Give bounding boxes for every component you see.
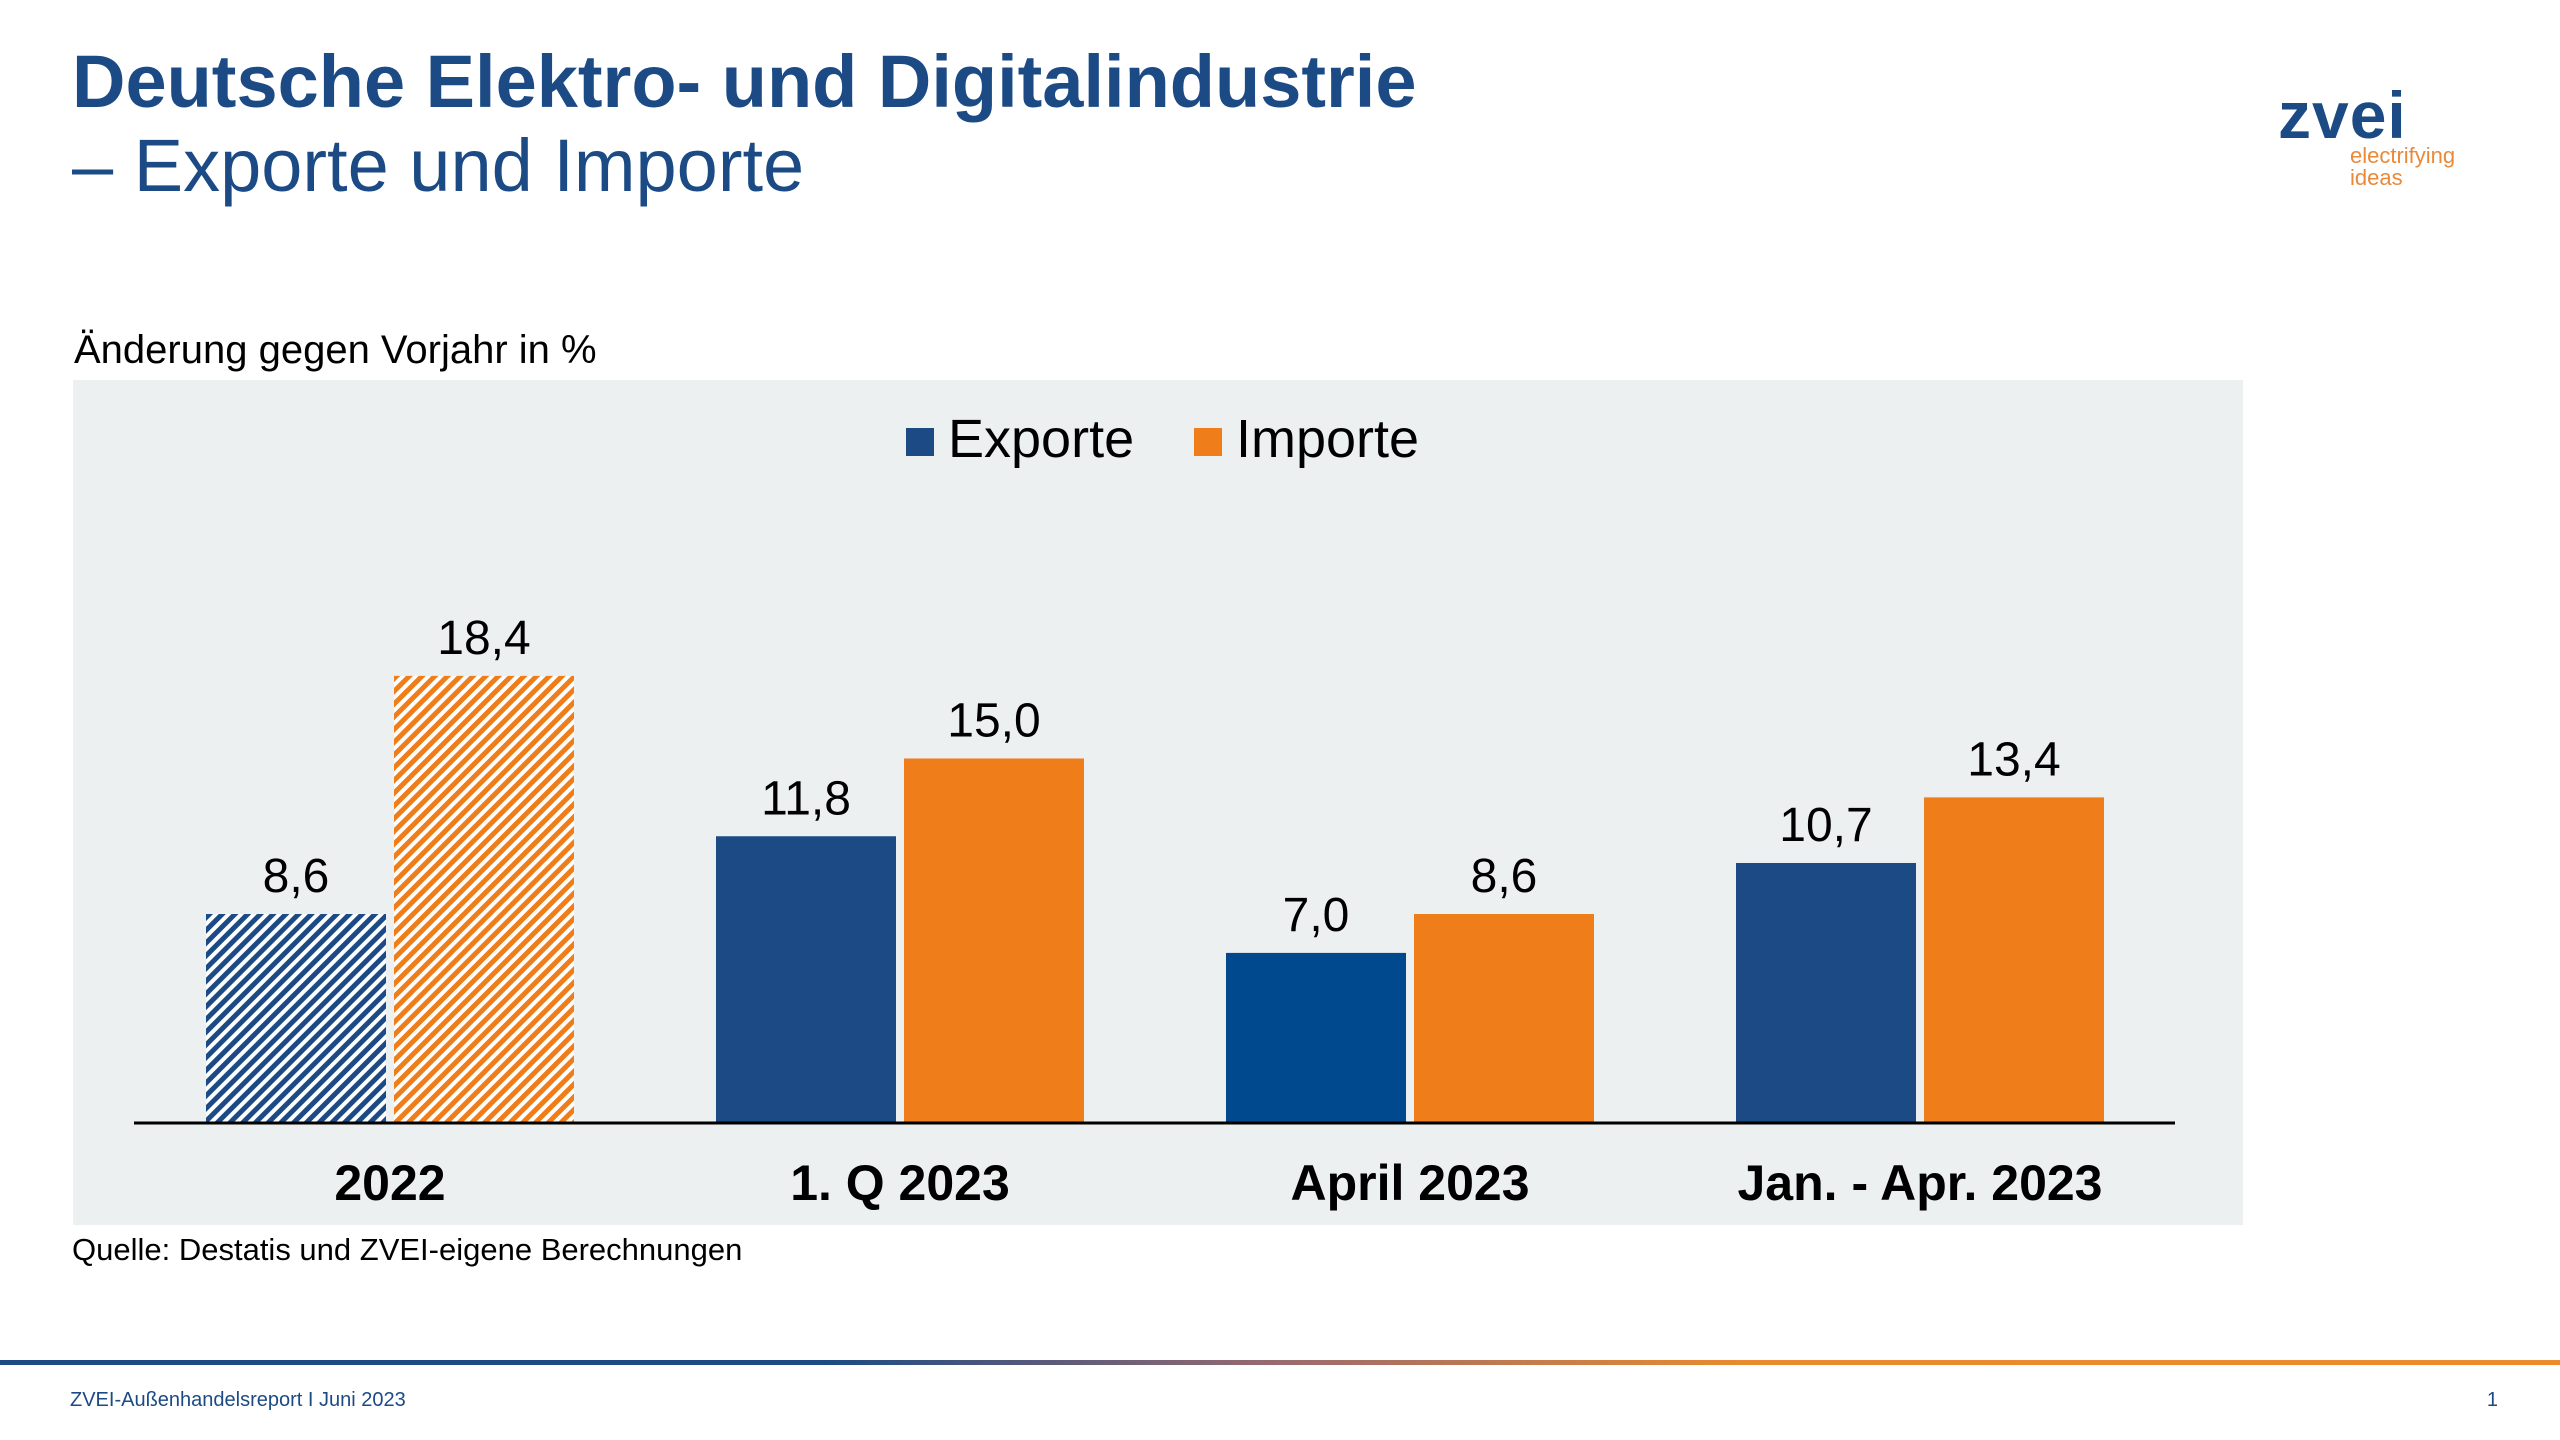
data-label: 8,6 [1471,850,1538,903]
footer-divider [0,1360,2560,1365]
data-label: 7,0 [1283,889,1350,942]
data-label: 15,0 [947,695,1040,748]
page-title: Deutsche Elektro- und Digitalindustrie –… [72,40,1417,208]
bar-exporte-2 [1226,952,1406,1123]
legend-label: Exporte [948,409,1134,469]
bar-importe-3 [1924,797,2104,1123]
source-note: Quelle: Destatis und ZVEI-eigene Berechn… [72,1232,743,1267]
page-number: 1 [2486,1389,2498,1411]
data-label: 11,8 [761,772,851,825]
bar-importe-0 [394,675,574,1123]
category-label: April 2023 [1290,1155,1529,1211]
logo-tagline-2: ideas [2350,165,2403,190]
y-axis-label: Änderung gegen Vorjahr in % [74,328,597,372]
category-label: Jan. - Apr. 2023 [1738,1155,2103,1211]
zvei-logo: zvei electrifying ideas [2278,78,2456,190]
bar-importe-2 [1414,914,1594,1123]
bar-exporte-3 [1736,862,1916,1123]
legend-swatch-importe [1194,428,1222,456]
category-label: 1. Q 2023 [790,1155,1010,1211]
data-label: 18,4 [437,612,530,665]
logo-wordmark: zvei [2278,78,2407,152]
category-label: 2022 [334,1155,445,1211]
data-label: 8,6 [263,850,330,903]
bar-importe-1 [904,758,1084,1123]
title-line-1: Deutsche Elektro- und Digitalindustrie [72,40,1417,123]
legend-label: Importe [1236,409,1419,469]
logo-tagline-1: electrifying [2350,143,2456,168]
footer-text: ZVEI-Außenhandelsreport I Juni 2023 [70,1389,406,1411]
bar-exporte-0 [206,914,386,1123]
bar-exporte-1 [716,836,896,1123]
title-line-2: – Exporte und Importe [72,124,805,207]
data-label: 13,4 [1967,733,2060,786]
data-label: 10,7 [1779,799,1872,852]
legend-swatch-exporte [906,428,934,456]
